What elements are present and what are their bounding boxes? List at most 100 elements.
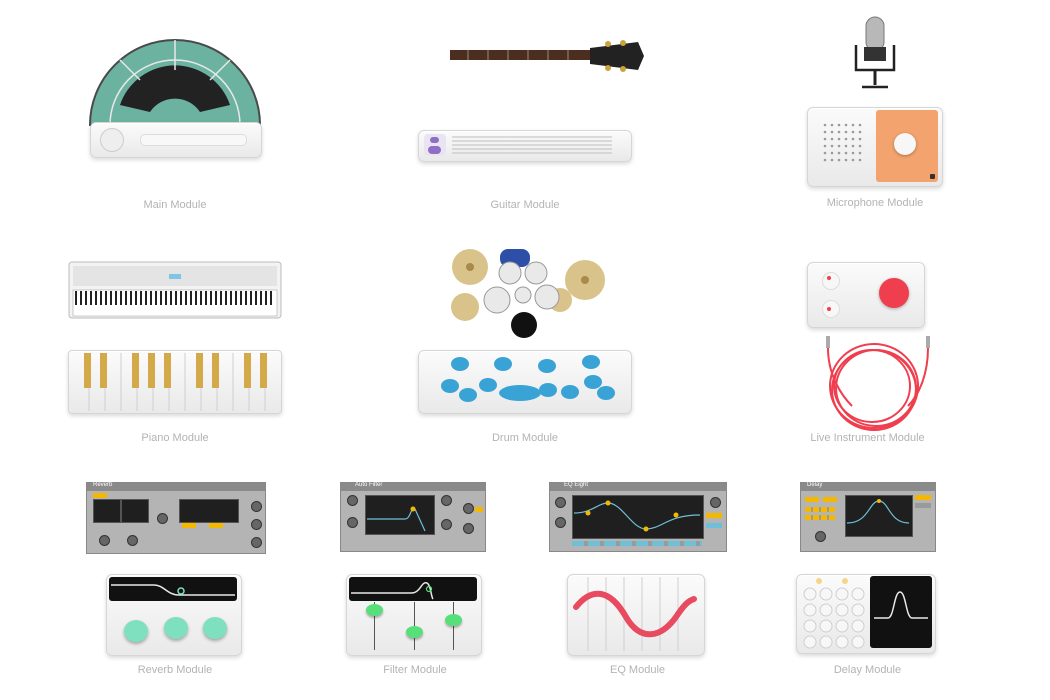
- reverb-device-title: Reverb: [93, 482, 113, 488]
- eq-curve-icon: [573, 500, 701, 532]
- delay-knob[interactable]: [815, 531, 826, 542]
- reverb-knob-green[interactable]: [124, 620, 148, 642]
- reverb-decay-curve-icon: [111, 584, 235, 596]
- piano-module[interactable]: Piano Module: [65, 258, 285, 448]
- guitar-pad-dot-large: [428, 146, 441, 154]
- delay-tag: [805, 515, 835, 520]
- drum-module[interactable]: Drum Module: [415, 245, 635, 450]
- eq-knob[interactable]: [710, 497, 721, 508]
- drum-module-label: Drum Module: [491, 432, 559, 444]
- reverb-knob[interactable]: [127, 535, 138, 546]
- reverb-module-label: Reverb Module: [137, 664, 213, 676]
- filter-display: [349, 577, 477, 601]
- eq-module-label: EQ Module: [609, 664, 666, 676]
- digital-piano-icon: [68, 261, 282, 319]
- main-module-label: Main Module: [143, 199, 207, 211]
- delay-device-titlebar: [801, 483, 935, 491]
- delay-module-label: Delay Module: [833, 664, 902, 676]
- reverb-tag: [182, 523, 196, 528]
- filter-knob[interactable]: [441, 519, 452, 530]
- eq-device-title: EQ Eight: [564, 482, 589, 488]
- reverb-tag: [93, 493, 107, 498]
- filter-fader-knob[interactable]: [445, 614, 462, 626]
- live-instrument-small-knob-bottom[interactable]: [822, 300, 840, 318]
- eq-module[interactable]: EQ Eight EQ Module: [545, 478, 730, 680]
- filter-knob[interactable]: [463, 503, 474, 514]
- eq-knob[interactable]: [555, 497, 566, 508]
- live-instrument-module-label: Live Instrument Module: [810, 432, 925, 444]
- guitar-module-base: [418, 130, 632, 162]
- eq-device-titlebar: [550, 483, 726, 491]
- filter-knob[interactable]: [463, 523, 474, 534]
- eq-tag: [706, 513, 722, 518]
- filter-knob[interactable]: [347, 495, 358, 506]
- reverb-knob[interactable]: [99, 535, 110, 546]
- main-module[interactable]: Main Module: [80, 30, 270, 215]
- reverb-module[interactable]: Reverb Reverb Module: [80, 478, 270, 680]
- guitar-neck-icon: [450, 40, 644, 72]
- filter-device-panel: Auto Filter: [340, 482, 486, 552]
- delay-device-panel: Delay: [800, 482, 936, 552]
- speaker-grill-icon: [823, 123, 862, 162]
- microphone-led: [930, 174, 935, 179]
- eq-module-base: [567, 574, 705, 656]
- filter-fader-knob[interactable]: [406, 626, 423, 638]
- reverb-knob[interactable]: [157, 513, 168, 524]
- microphone-module[interactable]: Microphone Module: [800, 12, 950, 212]
- live-instrument-red-dot: [827, 276, 831, 280]
- live-instrument-red-button[interactable]: [879, 278, 909, 308]
- drum-kit-icon: [451, 249, 605, 338]
- filter-fader-knob[interactable]: [366, 604, 383, 616]
- live-instrument-module[interactable]: Live Instrument Module: [795, 258, 940, 450]
- reverb-screen-2: [121, 499, 149, 523]
- eq-wave-icon: [573, 577, 697, 651]
- reverb-knob-green[interactable]: [203, 617, 227, 639]
- microphone-knob[interactable]: [894, 133, 916, 155]
- delay-tag-blue: [915, 503, 931, 508]
- filter-device-titlebar: [341, 483, 485, 491]
- main-module-slot: [140, 134, 247, 146]
- eq-band-buttons[interactable]: [572, 541, 702, 546]
- guitar-module[interactable]: Guitar Module: [410, 35, 644, 215]
- filter-module-label: Filter Module: [383, 664, 447, 676]
- delay-tag: [805, 507, 835, 512]
- eq-tag-blue: [706, 523, 722, 528]
- eq-screen: [572, 495, 704, 539]
- filter-device-title: Auto Filter: [355, 482, 383, 488]
- reverb-screen-3: [179, 499, 239, 523]
- filter-curve-icon: [367, 506, 426, 532]
- eq-knob[interactable]: [555, 517, 566, 528]
- guitar-pad-dot: [430, 137, 439, 143]
- filter-fader-track: [374, 602, 375, 650]
- microphone-icon: [854, 16, 896, 89]
- delay-module[interactable]: Delay Delay Module: [790, 478, 945, 680]
- filter-tag: [475, 507, 483, 512]
- piano-module-label: Piano Module: [141, 432, 209, 444]
- delay-curve-icon: [846, 499, 910, 524]
- reverb-knob[interactable]: [251, 519, 262, 530]
- delay-feedback-curve-icon: [874, 591, 928, 619]
- main-module-button[interactable]: [100, 128, 124, 152]
- microphone-module-label: Microphone Module: [826, 197, 924, 209]
- reverb-tag: [209, 523, 223, 528]
- delay-tag: [805, 497, 819, 502]
- guitar-module-label: Guitar Module: [490, 199, 560, 211]
- filter-fader-track: [453, 602, 454, 650]
- instrument-cable-icon: [826, 336, 930, 431]
- reverb-device-titlebar: [87, 483, 265, 491]
- reverb-knob-green[interactable]: [164, 617, 188, 639]
- filter-knob[interactable]: [441, 495, 452, 506]
- reverb-knob[interactable]: [251, 501, 262, 512]
- reverb-knob[interactable]: [251, 537, 262, 548]
- delay-orange-dot: [842, 578, 848, 584]
- delay-orange-dot: [816, 578, 822, 584]
- main-module-dial-icon: [88, 39, 262, 126]
- drum-pads-icon: [441, 355, 615, 402]
- filter-module[interactable]: Auto Filter Filter Module: [320, 478, 510, 680]
- delay-pad-grid-icon: [803, 587, 865, 649]
- delay-display: [870, 576, 932, 648]
- filter-resonance-curve-icon: [351, 582, 434, 600]
- delay-tag: [915, 495, 931, 500]
- live-instrument-small-knob-top[interactable]: [822, 272, 840, 290]
- filter-knob[interactable]: [347, 517, 358, 528]
